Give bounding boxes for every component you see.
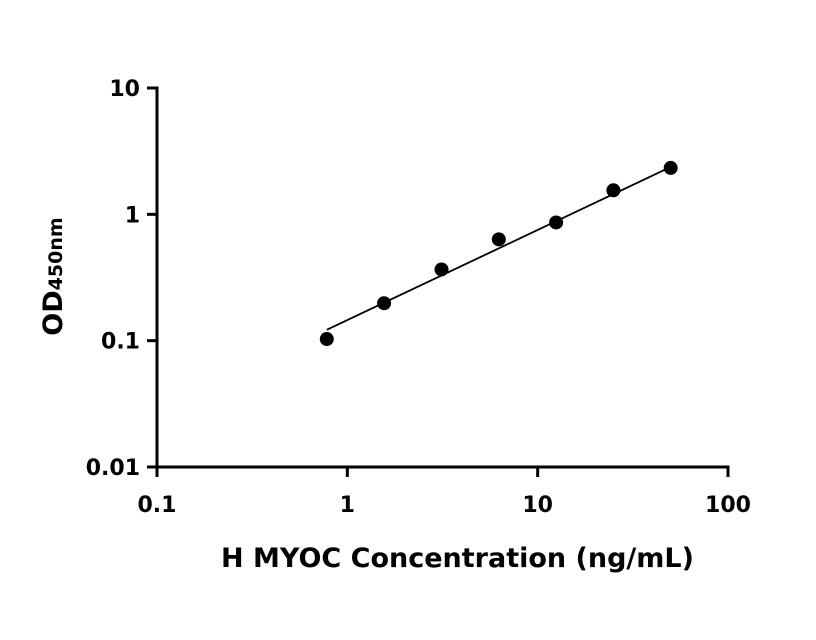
data-points — [319, 160, 678, 347]
y-axis-title-subscript: 450nm — [45, 217, 67, 290]
y-tick-label: 1 — [125, 203, 140, 228]
data-point — [377, 296, 392, 311]
data-point — [549, 215, 564, 230]
x-tick-label: 1 — [340, 493, 355, 518]
y-tick-label: 10 — [109, 77, 140, 102]
y-tick-label: 0.01 — [86, 456, 140, 481]
axes — [155, 86, 730, 469]
x-tick-label: 0.1 — [138, 493, 177, 518]
x-tick-label: 10 — [522, 493, 553, 518]
x-tick-label: 100 — [705, 493, 751, 518]
data-point — [606, 183, 621, 198]
y-tick-label: 0.1 — [101, 330, 140, 355]
data-point — [319, 332, 334, 347]
data-point — [663, 160, 678, 175]
data-point — [434, 262, 449, 277]
y-axis-title: OD450nm — [38, 217, 69, 335]
y-axis-title-main: OD — [38, 290, 69, 335]
data-point — [491, 232, 506, 247]
x-axis-title: H MYOC Concentration (ng/mL) — [221, 543, 694, 574]
y-ticks: 0.01 0.1 1 10 — [86, 77, 157, 481]
x-ticks: 0.1 1 10 100 — [138, 467, 751, 518]
